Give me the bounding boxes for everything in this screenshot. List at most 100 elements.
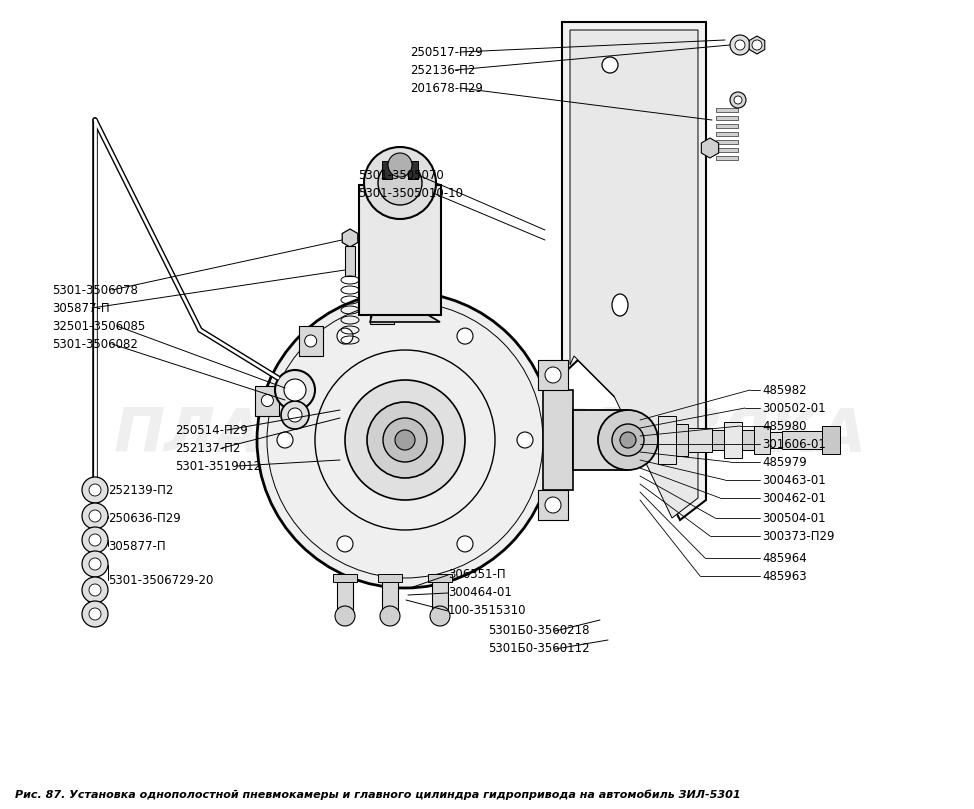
Bar (742, 430, 754, 450)
Circle shape (378, 161, 422, 205)
Circle shape (380, 606, 400, 626)
Bar (716, 132, 738, 136)
Circle shape (430, 606, 450, 626)
Circle shape (620, 432, 636, 448)
Bar (716, 108, 738, 112)
Text: 306351-П: 306351-П (448, 569, 506, 582)
Circle shape (457, 536, 473, 552)
Text: 250636-П29: 250636-П29 (108, 511, 181, 524)
Text: 5301-3519012: 5301-3519012 (175, 460, 261, 472)
Bar (382, 161, 392, 179)
Bar (333, 574, 357, 582)
Text: 300464-01: 300464-01 (448, 587, 512, 599)
Polygon shape (370, 294, 393, 324)
Circle shape (277, 432, 293, 448)
Circle shape (82, 551, 108, 577)
Text: 252136-П2: 252136-П2 (410, 63, 475, 77)
Bar (378, 574, 402, 582)
Text: 300373-П29: 300373-П29 (762, 530, 835, 543)
Bar (712, 430, 724, 450)
Polygon shape (701, 138, 719, 158)
Polygon shape (342, 229, 357, 247)
Circle shape (598, 410, 658, 470)
Circle shape (545, 367, 561, 383)
Circle shape (82, 601, 108, 627)
Text: 32501-3506085: 32501-3506085 (52, 320, 145, 332)
Text: 5301Б0-3560218: 5301Б0-3560218 (488, 625, 589, 637)
Circle shape (89, 558, 101, 570)
Circle shape (288, 408, 302, 422)
Bar (408, 161, 418, 179)
Circle shape (82, 503, 108, 529)
Circle shape (730, 92, 746, 108)
Ellipse shape (612, 294, 628, 316)
Bar (337, 578, 353, 618)
Text: 5301-3506078: 5301-3506078 (52, 283, 138, 297)
Text: 485979: 485979 (762, 455, 806, 468)
Bar (716, 156, 738, 160)
Text: 485964: 485964 (762, 552, 806, 565)
Polygon shape (562, 22, 706, 520)
Circle shape (367, 402, 443, 478)
Circle shape (89, 534, 101, 546)
Circle shape (752, 40, 762, 50)
Circle shape (337, 536, 353, 552)
Circle shape (89, 584, 101, 596)
Circle shape (275, 370, 315, 410)
Polygon shape (370, 315, 440, 322)
Circle shape (82, 577, 108, 603)
Bar (345, 246, 355, 276)
Bar (822, 426, 840, 454)
Circle shape (345, 380, 465, 500)
Circle shape (383, 418, 427, 462)
Text: 485982: 485982 (762, 383, 806, 396)
Text: 300462-01: 300462-01 (762, 492, 826, 505)
Circle shape (89, 484, 101, 496)
Text: 305877-П: 305877-П (108, 540, 166, 553)
Bar (716, 140, 738, 144)
Text: 250514-П29: 250514-П29 (175, 423, 247, 437)
Circle shape (612, 424, 644, 456)
Bar (770, 432, 782, 448)
Circle shape (82, 477, 108, 503)
Polygon shape (543, 390, 573, 490)
Text: 5301-3506729-20: 5301-3506729-20 (108, 574, 213, 587)
Text: 100-3515310: 100-3515310 (448, 604, 527, 617)
Text: 485963: 485963 (762, 570, 806, 582)
Text: 300463-01: 300463-01 (762, 473, 826, 486)
Text: 5301Б0-3560112: 5301Б0-3560112 (488, 642, 589, 655)
Text: 201678-П29: 201678-П29 (410, 82, 483, 95)
Polygon shape (538, 490, 568, 520)
Bar (428, 574, 452, 582)
Circle shape (602, 57, 618, 73)
Circle shape (284, 379, 306, 401)
Circle shape (89, 510, 101, 522)
Circle shape (257, 292, 553, 588)
Bar (716, 148, 738, 152)
Circle shape (457, 328, 473, 344)
Text: 252139-П2: 252139-П2 (108, 484, 173, 497)
Circle shape (364, 147, 436, 219)
Polygon shape (749, 36, 765, 54)
Polygon shape (538, 360, 568, 390)
Text: 300504-01: 300504-01 (762, 511, 826, 524)
Circle shape (305, 335, 317, 347)
Polygon shape (299, 326, 322, 356)
Circle shape (261, 395, 274, 406)
Bar (676, 424, 688, 456)
Bar (716, 124, 738, 128)
Text: 5301-3505070: 5301-3505070 (358, 168, 444, 181)
Circle shape (395, 430, 415, 450)
Circle shape (545, 497, 561, 513)
Circle shape (335, 606, 355, 626)
Text: 300502-01: 300502-01 (762, 401, 826, 414)
Text: 5301-3506082: 5301-3506082 (52, 337, 138, 350)
Circle shape (281, 401, 309, 429)
Bar (359, 185, 441, 315)
Circle shape (388, 153, 412, 177)
Bar (658, 416, 676, 464)
Circle shape (376, 303, 388, 315)
Polygon shape (570, 30, 698, 518)
Bar (724, 422, 742, 458)
Circle shape (734, 96, 742, 104)
